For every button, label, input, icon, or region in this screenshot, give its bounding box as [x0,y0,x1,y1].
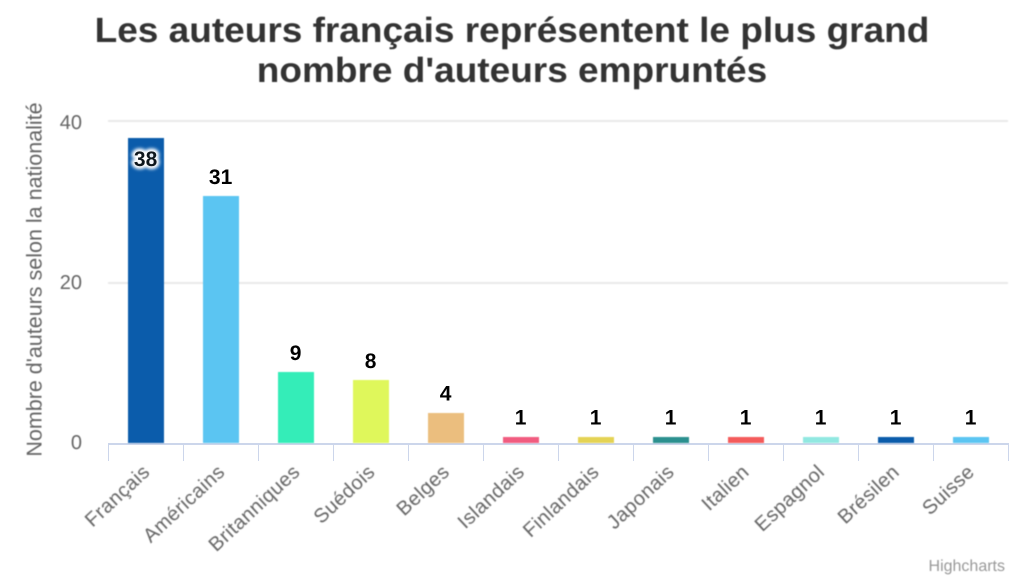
svg-text:9: 9 [290,342,302,365]
svg-text:31: 31 [209,166,233,189]
svg-text:1: 1 [740,407,752,430]
svg-text:38: 38 [134,148,158,171]
svg-text:1: 1 [590,407,602,430]
svg-text:1: 1 [965,407,977,430]
svg-text:38: 38 [134,148,158,171]
svg-text:1: 1 [815,407,827,430]
svg-text:1: 1 [515,407,527,430]
svg-text:4: 4 [440,383,452,406]
svg-text:8: 8 [365,350,377,373]
svg-text:1: 1 [665,407,677,430]
svg-text:1: 1 [890,407,902,430]
